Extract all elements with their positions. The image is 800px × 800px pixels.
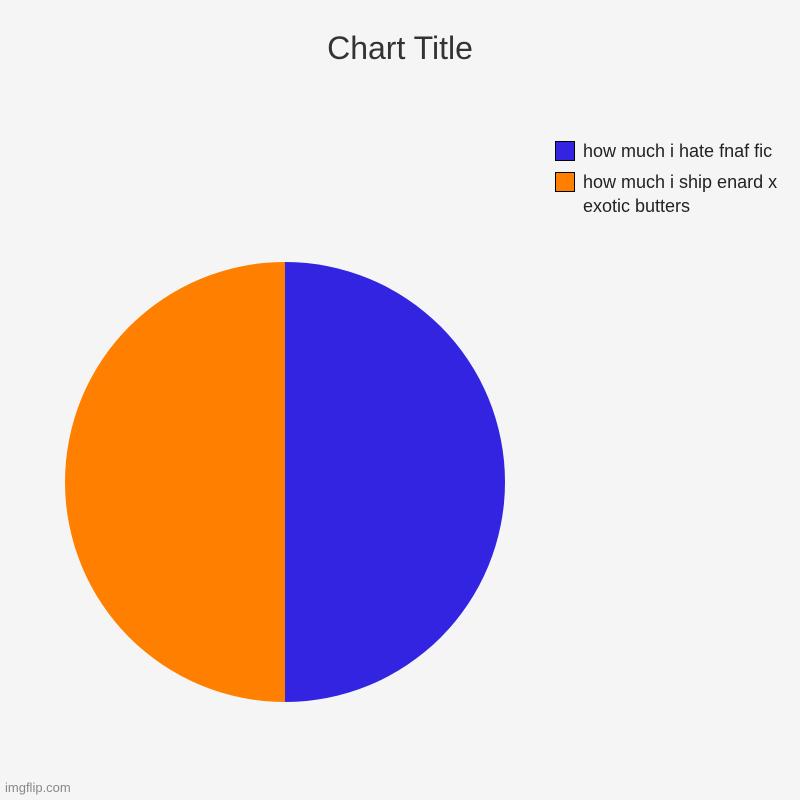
legend-label: how much i ship enard x exotic butters xyxy=(583,171,785,218)
watermark: imgflip.com xyxy=(5,780,71,795)
legend-swatch xyxy=(555,172,575,192)
legend-item: how much i hate fnaf fic xyxy=(555,140,785,163)
legend-label: how much i hate fnaf fic xyxy=(583,140,785,163)
chart-title: Chart Title xyxy=(0,30,800,67)
legend: how much i hate fnaf fic how much i ship… xyxy=(555,140,785,226)
pie-chart xyxy=(65,262,505,702)
legend-swatch xyxy=(555,141,575,161)
legend-item: how much i ship enard x exotic butters xyxy=(555,171,785,218)
